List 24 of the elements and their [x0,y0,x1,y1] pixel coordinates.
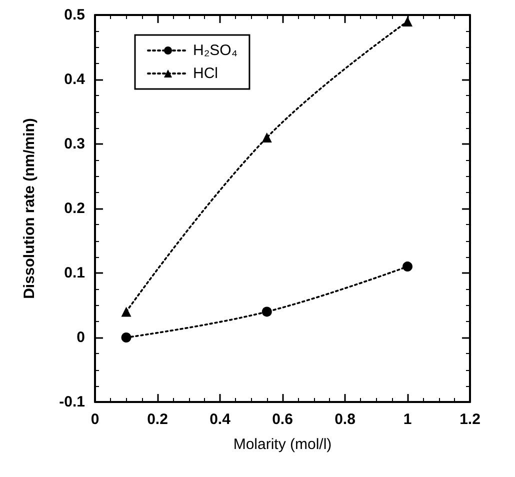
point [121,306,132,317]
x-tick-label: 1 [403,411,412,428]
x-axis-title: Molarity (mol/l) [233,436,332,453]
y-tick-label: 0.1 [64,264,85,282]
y-tick-label: 0.3 [64,136,85,152]
x-tick-label: 0 [90,411,100,428]
y-tick-label: 0.2 [64,200,85,217]
point [402,262,412,272]
point [402,16,412,26]
x-tick-label: 1.2 [460,411,480,428]
y-tick-label: 0.5 [64,6,85,24]
legend-label: H₂SO₄ [193,42,238,59]
point [262,132,272,143]
point [121,332,132,342]
y-tick-label: -0.1 [59,394,85,410]
point [262,306,272,317]
legend-label: HCl [193,65,218,82]
y-tick-label: 0.4 [64,71,86,88]
x-tick-label: 0.6 [272,411,293,428]
x-tick-label: 0.4 [210,411,232,428]
x-tick-label: 0.2 [147,411,168,428]
y-tick-label: 0 [76,329,85,346]
x-tick-label: 0.8 [334,411,356,428]
y-axis-title: Dissolution rate (nm/min) [21,118,38,299]
